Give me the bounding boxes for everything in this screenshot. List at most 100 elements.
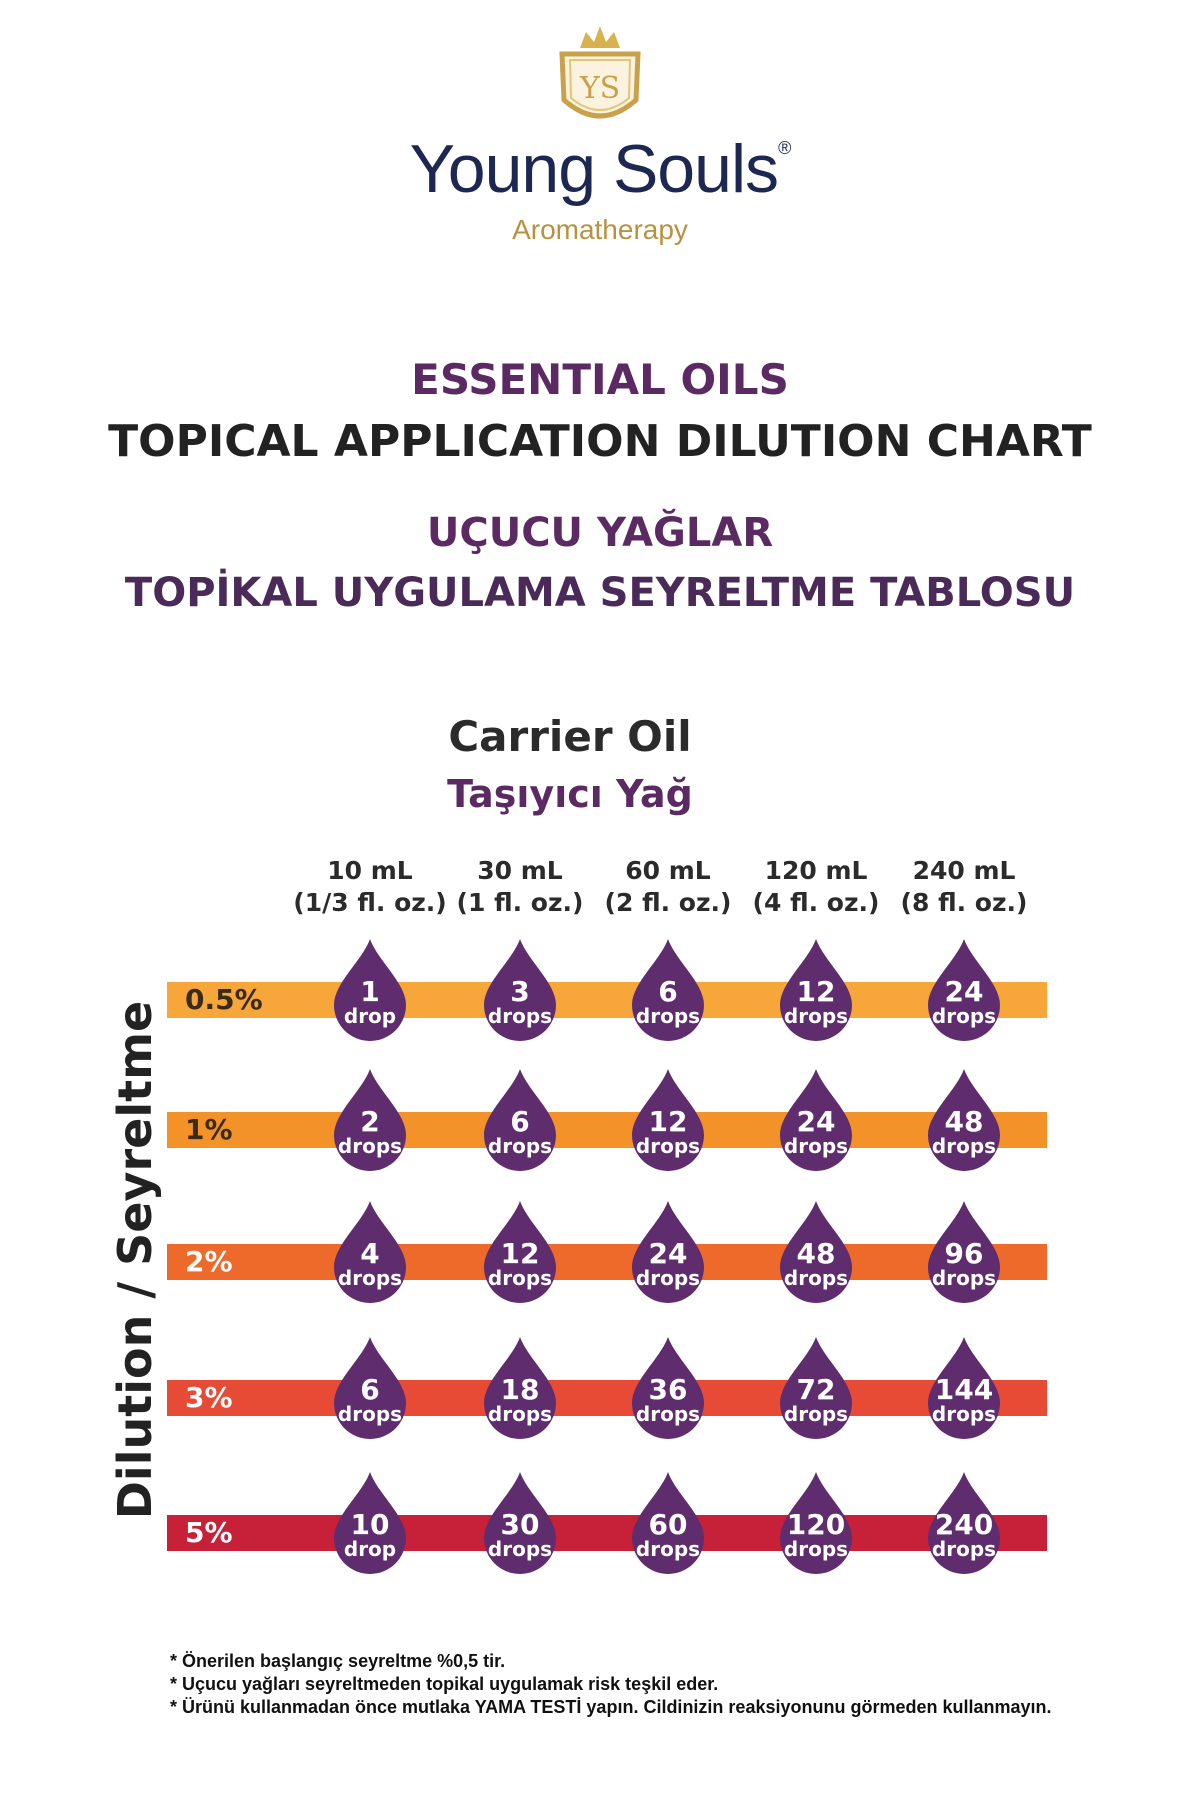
dilution-band [167,982,1047,1018]
drop-unit: drop [343,1004,397,1028]
drop-cell: 120 drops [776,1470,856,1576]
droplet-icon [928,1201,1000,1303]
droplet-icon [484,1201,556,1303]
drop-cell: 144 drops [924,1335,1004,1441]
drop-cell: 1 drop [330,937,410,1043]
droplet-icon [780,1201,852,1303]
droplet-icon [334,939,406,1041]
dilution-label: 0.5% [185,983,263,1016]
drop-cell: 3 drops [480,937,560,1043]
drop-count: 72 [796,1373,836,1406]
footnote-1: * Önerilen başlangıç seyreltme %0,5 tir. [170,1651,506,1671]
carrier-oil-heading: Carrier Oil [448,712,692,761]
brand-logo: YS [550,20,650,135]
droplet-icon [632,1201,704,1303]
drop-count: 24 [944,975,984,1008]
drop-cell: 36 drops [628,1335,708,1441]
drop-count: 6 [510,1105,530,1138]
drop-cell: 4 drops [330,1199,410,1305]
dilution-band [167,1244,1047,1280]
column-volume-oz: (4 fl. oz.) [752,888,880,917]
drop-cell: 6 drops [480,1067,560,1173]
drop-cell: 48 drops [776,1199,856,1305]
drop-unit: drop [343,1537,397,1561]
droplet-icon [632,1069,704,1171]
crown-shield-icon: YS [559,26,641,119]
drop-cell: 24 drops [628,1199,708,1305]
droplet-icon [780,1472,852,1574]
column-header-2: 30 mL (1 fl. oz.) [440,855,600,919]
drop-cell: 12 drops [628,1067,708,1173]
droplet-icon [334,1337,406,1439]
drop-count: 24 [796,1105,836,1138]
droplet-icon [484,1472,556,1574]
drop-cell: 60 drops [628,1470,708,1576]
drop-count: 36 [648,1373,688,1406]
dilution-band [167,1380,1047,1416]
drop-unit: drops [635,1004,701,1028]
column-volume-oz: (8 fl. oz.) [900,888,1028,917]
drop-unit: drops [931,1402,997,1426]
drop-cell: 96 drops [924,1199,1004,1305]
drop-count: 96 [944,1237,984,1270]
column-volume-ml: 60 mL [625,856,711,885]
drop-cell: 240 drops [924,1470,1004,1576]
droplet-icon [484,1069,556,1171]
dilution-label: 2% [185,1245,233,1278]
drop-count: 18 [500,1373,540,1406]
drop-count: 48 [944,1105,984,1138]
droplet-icon [780,1069,852,1171]
drop-count: 1 [360,975,380,1008]
drop-cell: 12 drops [776,937,856,1043]
drop-cell: 12 drops [480,1199,560,1305]
drop-unit: drops [783,1402,849,1426]
drop-cell: 2 drops [330,1067,410,1173]
column-volume-oz: (1 fl. oz.) [456,888,584,917]
title-english-line1: ESSENTIAL OILS [411,355,789,404]
drop-count: 12 [796,975,836,1008]
title-english-line2: TOPICAL APPLICATION DILUTION CHART [108,416,1092,467]
logo-monogram: YS [579,71,620,106]
title-turkish-line2: TOPİKAL UYGULAMA SEYRELTME TABLOSU [124,570,1076,616]
drop-unit: drops [487,1537,553,1561]
dilution-band [167,1112,1047,1148]
droplet-icon [928,1069,1000,1171]
column-volume-oz: (1/3 fl. oz.) [293,888,447,917]
droplet-icon [632,939,704,1041]
brand-name: Young Souls® [409,131,792,207]
drop-cell: 24 drops [924,937,1004,1043]
column-volume-ml: 30 mL [477,856,563,885]
column-header-5: 240 mL (8 fl. oz.) [884,855,1044,919]
footnote-2: * Uçucu yağları seyreltmeden topikal uyg… [170,1674,719,1694]
drop-unit: drops [487,1266,553,1290]
drop-unit: drops [783,1266,849,1290]
column-volume-ml: 120 mL [764,856,868,885]
drop-unit: drops [487,1004,553,1028]
drop-count: 12 [500,1237,540,1270]
dilution-label: 5% [185,1516,233,1549]
drop-count: 6 [658,975,678,1008]
drop-count: 3 [510,975,530,1008]
droplet-icon [780,939,852,1041]
column-volume-oz: (2 fl. oz.) [604,888,732,917]
drop-cell: 30 drops [480,1470,560,1576]
registered-mark: ® [778,138,791,158]
column-header-1: 10 mL (1/3 fl. oz.) [290,855,450,919]
brand-subtitle: Aromatherapy [512,214,688,245]
droplet-icon [334,1472,406,1574]
drop-cell: 10 drop [330,1470,410,1576]
droplet-icon [334,1069,406,1171]
drop-count: 144 [934,1373,994,1406]
droplet-icon [928,1472,1000,1574]
droplet-icon [632,1337,704,1439]
drop-unit: drops [635,1537,701,1561]
drop-unit: drops [783,1134,849,1158]
droplet-icon [484,939,556,1041]
drop-unit: drops [337,1402,403,1426]
drop-count: 30 [500,1508,540,1541]
drop-count: 24 [648,1237,688,1270]
drop-unit: drops [487,1402,553,1426]
drop-count: 2 [360,1105,380,1138]
drop-cell: 72 drops [776,1335,856,1441]
droplet-icon [484,1337,556,1439]
